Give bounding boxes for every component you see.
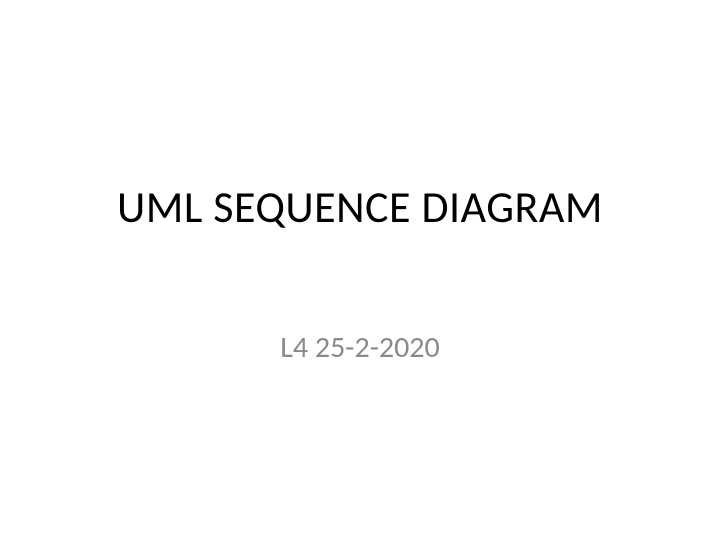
slide-subtitle: L4 25-2-2020: [280, 329, 439, 366]
slide-title: UML SEQUENCE DIAGRAM: [117, 180, 603, 234]
